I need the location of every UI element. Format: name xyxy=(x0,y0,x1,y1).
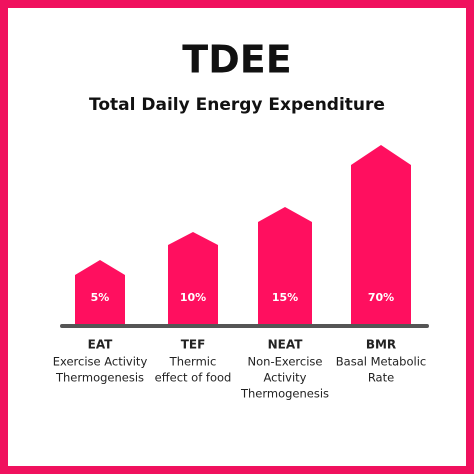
item-description: effect of food xyxy=(155,371,232,385)
item-name: BMR xyxy=(366,338,396,352)
percent-label: 5% xyxy=(91,291,110,304)
bar-shape xyxy=(168,232,218,325)
title: TDEE xyxy=(182,38,291,82)
percent-label: 15% xyxy=(272,291,298,304)
item-name: NEAT xyxy=(268,338,304,352)
item-description: Non-Exercise xyxy=(248,355,323,369)
bar-shape xyxy=(258,207,312,325)
bar-shape xyxy=(75,260,125,325)
labels: 5% EAT Exercise Activity Thermogenesis 10% TE… xyxy=(53,291,426,401)
item-name: EAT xyxy=(88,338,114,352)
item-description: Thermogenesis xyxy=(55,371,144,385)
item-description: Exercise Activity xyxy=(53,355,148,369)
percent-label: 70% xyxy=(368,291,394,304)
item-name: TEF xyxy=(181,338,206,352)
item-description: Rate xyxy=(368,371,394,385)
item-description: Basal Metabolic xyxy=(336,355,426,369)
item-description: Thermogenesis xyxy=(240,387,329,401)
percent-label: 10% xyxy=(180,291,206,304)
subtitle: Total Daily Energy Expenditure xyxy=(89,95,385,115)
item-description: Thermic xyxy=(169,355,217,369)
bar-shape xyxy=(351,145,411,325)
item-description: Activity xyxy=(263,371,306,385)
